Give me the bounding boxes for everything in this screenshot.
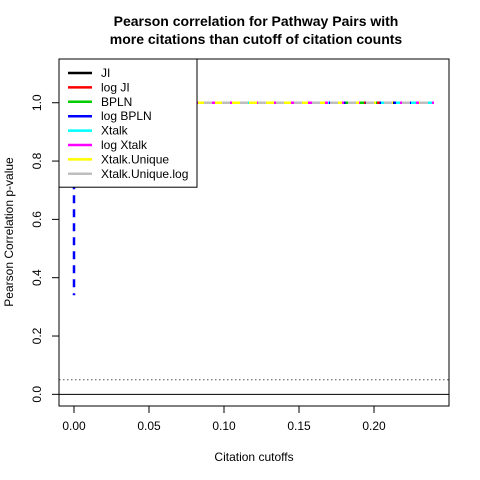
legend-label: Xtalk.Unique.log [101, 167, 188, 181]
legend-label: BPLN [101, 95, 132, 109]
legend-label: Xtalk [101, 124, 129, 138]
chart-title-line2: more citations than cutoff of citation c… [110, 31, 403, 47]
y-tick-label: 0.8 [30, 152, 44, 169]
y-tick-label: 1.0 [30, 94, 44, 111]
legend-label: log JI [101, 80, 130, 94]
x-tick-label: 0.00 [62, 419, 86, 433]
legend-label: JI [101, 66, 110, 80]
x-axis-label: Citation cutoffs [214, 450, 293, 464]
legend-label: log BPLN [101, 109, 152, 123]
x-axis: 0.00 0.05 0.10 0.15 0.20 [62, 405, 386, 433]
legend-label: Xtalk.Unique [101, 152, 169, 166]
y-tick-label: 0.6 [30, 211, 44, 228]
x-tick-label: 0.20 [362, 419, 386, 433]
y-axis-label: Pearson Correlation p-value [2, 157, 16, 307]
chart-title-line1: Pearson correlation for Pathway Pairs wi… [114, 13, 399, 29]
y-axis: 0.0 0.2 0.4 0.6 0.8 1.0 [30, 94, 60, 403]
x-tick-label: 0.05 [137, 419, 161, 433]
legend-label: log Xtalk [101, 138, 148, 152]
legend-box [58, 58, 198, 188]
y-tick-label: 0.0 [30, 386, 44, 403]
x-tick-label: 0.10 [212, 419, 236, 433]
y-tick-label: 0.2 [30, 327, 44, 344]
x-tick-label: 0.15 [287, 419, 311, 433]
y-tick-label: 0.4 [30, 269, 44, 286]
